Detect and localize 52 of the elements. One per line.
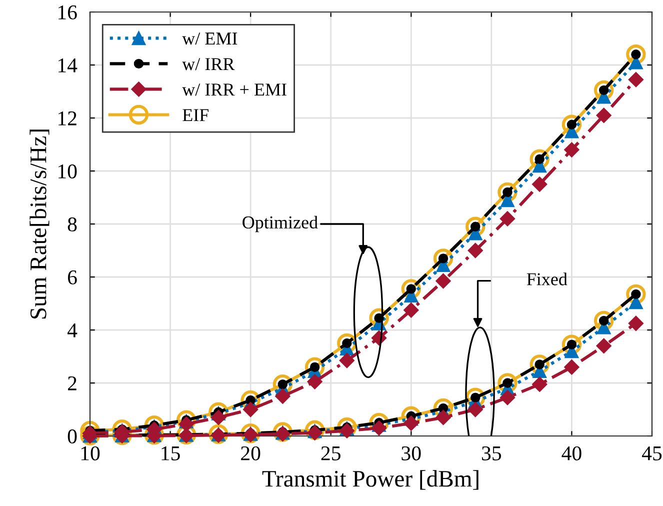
point (532, 376, 548, 392)
x-tick-label: 45 (642, 446, 662, 460)
point (500, 211, 516, 226)
point (562, 334, 582, 354)
point (498, 373, 518, 393)
legend-label: EIF (182, 109, 209, 122)
point (532, 176, 548, 192)
y-axis-title: Sum Rate[bits/s/Hz] (30, 130, 50, 318)
point (468, 402, 483, 418)
y-tick-label: 4 (67, 324, 78, 338)
point (628, 316, 644, 331)
point (594, 310, 614, 331)
y-tick-label: 2 (68, 376, 76, 390)
y-tick-label: 12 (58, 111, 76, 126)
point (628, 72, 644, 88)
point (626, 44, 646, 64)
y-tick-label: 6 (68, 270, 77, 284)
point (500, 390, 516, 406)
point (243, 402, 258, 418)
point (307, 374, 322, 390)
point (594, 80, 614, 100)
point (596, 338, 612, 354)
x-tick-label: 20 (241, 446, 260, 460)
legend-label: w/ IRR (182, 58, 235, 70)
annotation: Fixed (526, 272, 568, 286)
x-tick-label: 35 (482, 446, 502, 460)
y-tick-label: 14 (58, 58, 78, 72)
x-tick-label: 30 (402, 446, 421, 460)
point (626, 284, 646, 304)
point (596, 108, 612, 123)
legend-label: w/ EMI (182, 32, 238, 45)
point (562, 114, 582, 134)
point (468, 242, 483, 258)
x-tick-label: 40 (562, 446, 582, 460)
point (404, 302, 419, 318)
point (436, 273, 451, 289)
point (339, 352, 354, 368)
x-tick-label: 15 (162, 446, 180, 460)
y-tick-label: 10 (58, 164, 77, 178)
point (275, 388, 290, 404)
point (564, 142, 580, 158)
x-tick-label: 10 (81, 446, 100, 460)
legend-label: w/ IRR + EMI (182, 84, 286, 96)
y-tick-label: 0 (68, 429, 77, 444)
x-axis-title: Transmit Power [dBm] (262, 470, 478, 490)
x-tick-label: 25 (321, 446, 340, 460)
y-tick-label: 8 (68, 217, 77, 232)
point (404, 416, 419, 431)
point (436, 410, 451, 426)
annotation: Optimized (242, 216, 318, 232)
y-tick-label: 16 (58, 5, 77, 20)
point (564, 360, 580, 375)
